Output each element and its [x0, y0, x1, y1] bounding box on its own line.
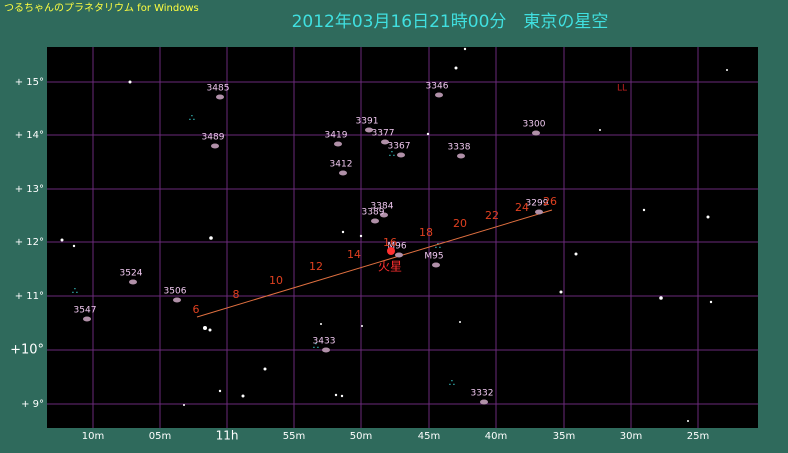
object-label: 3391 — [356, 117, 379, 127]
mars-track — [196, 209, 553, 318]
object-label: M95 — [424, 252, 443, 262]
svg-text:∴: ∴ — [313, 341, 319, 352]
date-label: 22 — [485, 209, 499, 222]
ra-label: 45m — [418, 431, 440, 442]
object-label: 3389 — [362, 208, 385, 218]
date-label: 20 — [453, 217, 467, 230]
object-label: 3332 — [471, 389, 494, 399]
galaxy — [532, 130, 540, 136]
ra-label: 50m — [350, 431, 372, 442]
date-label: 8 — [233, 288, 240, 301]
svg-text:∴: ∴ — [389, 149, 395, 160]
date-label: 24 — [515, 201, 529, 214]
object-label: 3384 — [371, 202, 394, 212]
galaxy — [339, 170, 347, 176]
planet-label: 火星 — [378, 260, 402, 274]
date-label: 26 — [543, 195, 557, 208]
object-label: 3419 — [325, 131, 348, 141]
object-label: 3377 — [372, 129, 395, 139]
header-title: 2012年03月16日21時00分 東京の星空 — [292, 12, 609, 32]
object-label: LL — [617, 84, 627, 94]
date-label: 6 — [193, 303, 200, 316]
ra-label: 05m — [149, 431, 171, 442]
dec-label: + 9° — [21, 399, 44, 410]
galaxy — [457, 153, 465, 159]
galaxy — [216, 94, 224, 100]
date-label: 18 — [419, 226, 433, 239]
ra-label: 55m — [283, 431, 305, 442]
galaxy — [480, 399, 488, 405]
object-label: 3300 — [523, 120, 546, 130]
galaxy — [435, 92, 443, 98]
object-label: 3412 — [330, 160, 353, 170]
object-label: 3506 — [164, 287, 187, 297]
galaxy — [129, 279, 137, 285]
galaxy — [83, 316, 91, 322]
ra-label: 35m — [553, 431, 575, 442]
object-label: 3547 — [74, 306, 97, 316]
ra-label: 11h — [216, 429, 239, 443]
date-label: 16 — [383, 236, 397, 249]
galaxy — [371, 218, 379, 224]
dec-label: + 13° — [15, 184, 44, 195]
galaxy — [211, 143, 219, 149]
ra-label: 25m — [687, 431, 709, 442]
mars — [387, 247, 395, 255]
object-label: 3489 — [202, 133, 225, 143]
ra-label: 40m — [485, 431, 507, 442]
ra-label: 30m — [620, 431, 642, 442]
ra-label: 10m — [82, 431, 104, 442]
galaxy — [535, 209, 543, 215]
date-label: 12 — [309, 260, 323, 273]
svg-text:∴: ∴ — [449, 378, 455, 389]
galaxy — [173, 297, 181, 303]
galaxy — [322, 347, 330, 353]
date-label: 14 — [347, 248, 361, 261]
object-label: 3485 — [207, 84, 230, 94]
object-label: 3433 — [313, 337, 336, 347]
object-label: M96 — [387, 242, 406, 252]
svg-text:∴: ∴ — [435, 241, 441, 252]
date-label: 10 — [269, 274, 283, 287]
galaxy — [395, 252, 403, 258]
sky-area — [47, 47, 758, 428]
svg-text:∴: ∴ — [189, 113, 195, 124]
dec-label: + 12° — [15, 237, 44, 248]
galaxy — [380, 212, 388, 218]
dec-label: + 14° — [15, 130, 44, 141]
galaxy — [381, 139, 389, 145]
object-label: 3299 — [526, 199, 549, 209]
galaxy — [365, 127, 373, 133]
dec-label: + 11° — [15, 291, 44, 302]
dec-label: +10° — [10, 343, 44, 358]
dec-label: + 15° — [15, 77, 44, 88]
galaxy — [432, 262, 440, 268]
galaxy — [397, 152, 405, 158]
galaxy — [334, 141, 342, 147]
app-title: つるちゃんのプラネタリウム for Windows — [4, 2, 199, 14]
object-label: 3524 — [120, 269, 143, 279]
svg-text:∴: ∴ — [72, 286, 78, 297]
object-label: 3346 — [426, 82, 449, 92]
object-label: 3367 — [388, 142, 411, 152]
object-label: 3338 — [448, 143, 471, 153]
